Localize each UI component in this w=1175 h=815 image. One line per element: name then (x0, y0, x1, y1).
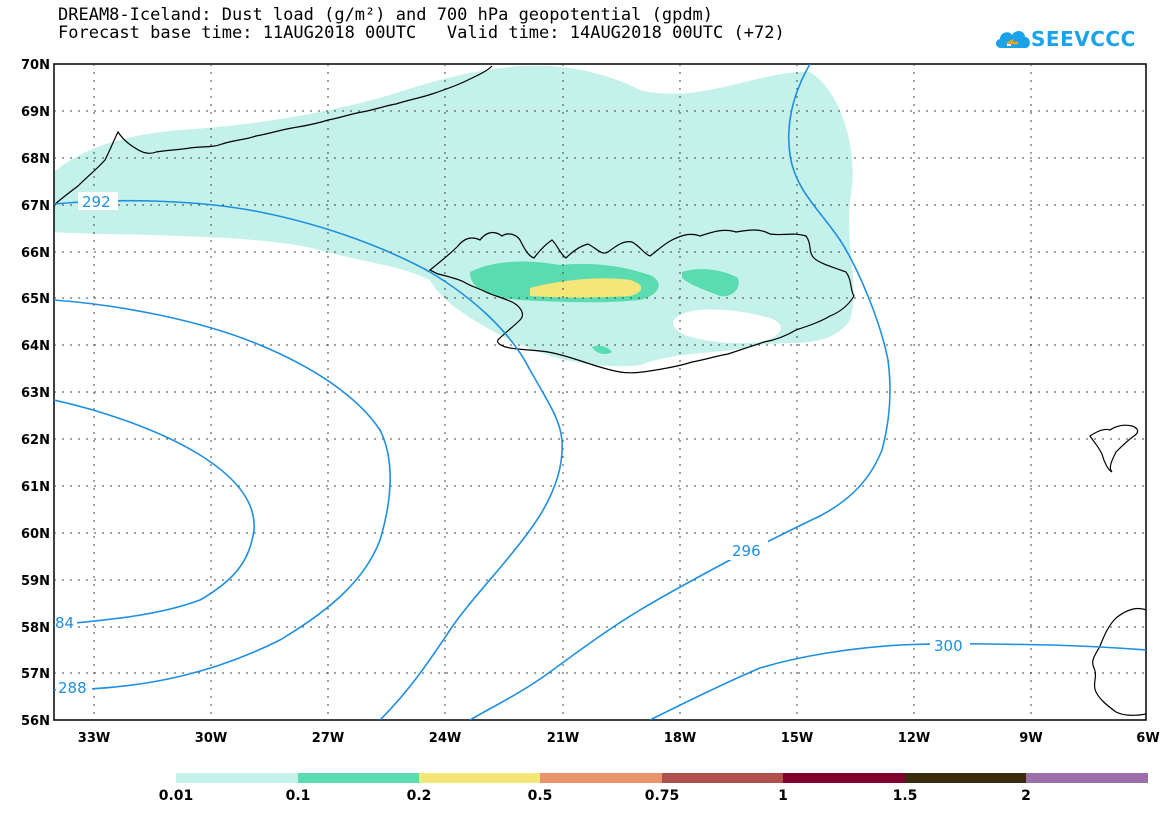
lon-label: 33W (78, 731, 110, 746)
dust-region-medium-east (682, 269, 739, 297)
logo-text: SEEVCCC (1031, 27, 1136, 51)
dust-region-high (530, 278, 642, 298)
lon-label: 21W (547, 731, 579, 746)
lat-label: 69N (21, 105, 50, 120)
lat-label: 63N (21, 386, 50, 401)
iceland-coast (428, 229, 855, 374)
lon-label: 24W (429, 731, 461, 746)
lon-label: 15W (781, 731, 813, 746)
legend-swatch (1026, 773, 1148, 783)
contour-label-284: 84 (55, 614, 74, 632)
lat-label: 65N (21, 292, 50, 307)
greenland-coast (54, 65, 493, 206)
lat-label: 64N (21, 339, 50, 354)
legend-label: 0.75 (644, 788, 680, 804)
lat-label: 67N (21, 199, 50, 214)
contour-label-288: 288 (58, 679, 87, 697)
contour-296 (469, 64, 891, 720)
lat-label: 70N (21, 58, 50, 73)
lon-label: 6W (1136, 731, 1159, 746)
legend-label: 2 (1021, 788, 1031, 804)
legend-label: 0.5 (527, 788, 553, 804)
lat-label: 57N (21, 667, 50, 682)
legend-swatch (905, 773, 1026, 783)
lat-label: 59N (21, 574, 50, 589)
scotland-coast (1092, 607, 1146, 716)
contour-label-292: 292 (82, 193, 111, 211)
dust-region-medium-south (592, 345, 612, 355)
map-subtitle: Forecast base time: 11AUG2018 00UTC Vali… (58, 23, 785, 43)
cloud-icon (995, 31, 1030, 48)
lon-label: 18W (664, 731, 696, 746)
contour-label-group: 292 296 300 288 84 (55, 192, 970, 697)
faroe-coast (1089, 424, 1139, 473)
contour-284 (54, 399, 255, 626)
legend-swatch (176, 773, 298, 783)
contour-300 (649, 643, 1146, 720)
map-title: DREAM8-Iceland: Dust load (g/m²) and 700… (58, 5, 714, 25)
contour-label-296: 296 (732, 542, 761, 560)
legend-swatch (298, 773, 419, 783)
legend-swatch (662, 773, 783, 783)
legend-label: 0.1 (285, 788, 311, 804)
legend-swatch (783, 773, 905, 783)
lat-label: 62N (21, 433, 50, 448)
lat-label: 58N (21, 621, 50, 636)
longitude-labels: 33W 30W 27W 24W 21W 18W 15W 12W 9W 6W (78, 731, 1160, 746)
graticule (54, 64, 1146, 720)
dust-gap (673, 309, 781, 344)
lon-label: 27W (312, 731, 344, 746)
lat-label: 68N (21, 152, 50, 167)
lon-label: 12W (898, 731, 930, 746)
latitude-labels: 70N 69N 68N 67N 66N 65N 64N 63N 62N 61N … (21, 58, 50, 729)
legend-label: 1.5 (892, 788, 918, 804)
lat-label: 61N (21, 480, 50, 495)
dust-legend-bar (176, 773, 1148, 783)
contour-label-300: 300 (934, 637, 963, 655)
legend-swatch (540, 773, 662, 783)
lat-label: 66N (21, 246, 50, 261)
legend-label: 1 (778, 788, 788, 804)
lat-label: 56N (21, 714, 50, 729)
coastlines (54, 65, 1146, 716)
legend-label: 0.2 (406, 788, 432, 804)
lon-label: 9W (1019, 731, 1042, 746)
legend-swatch (419, 773, 540, 783)
contour-292 (54, 199, 563, 720)
lon-label: 30W (195, 731, 227, 746)
geopotential-contours (54, 64, 1146, 720)
contour-288 (54, 299, 391, 691)
legend-label: 0.01 (158, 788, 194, 804)
lat-label: 60N (21, 527, 50, 542)
dust-field (54, 65, 854, 367)
seevccc-logo: SEEVCCC (993, 20, 1136, 60)
